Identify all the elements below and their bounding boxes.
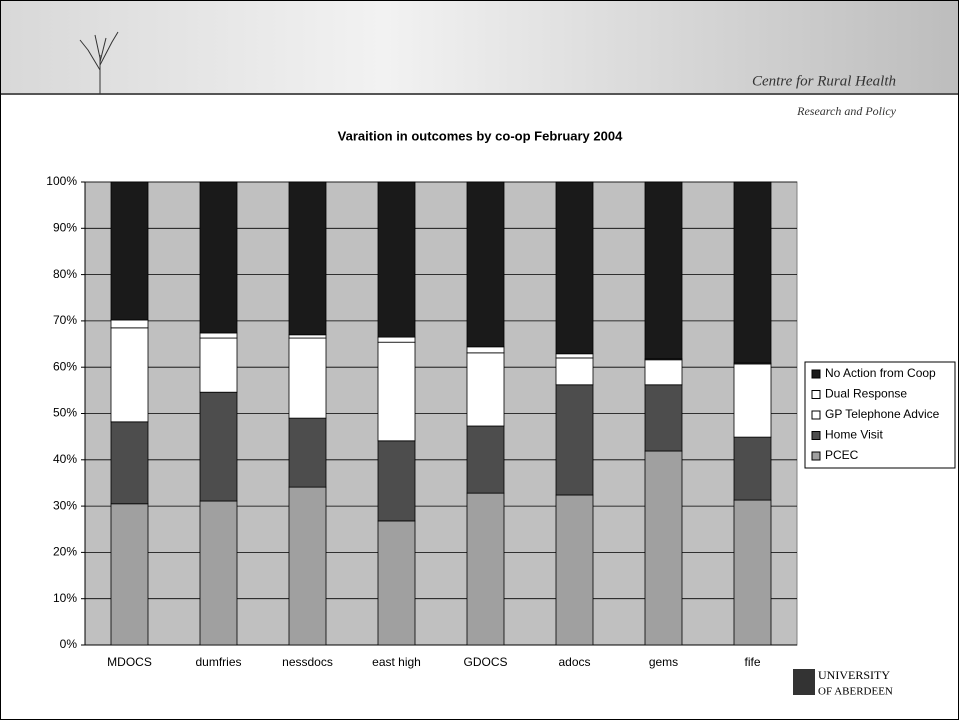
bar-segment xyxy=(466,492,505,646)
bar-segment xyxy=(555,181,594,355)
bar-segment xyxy=(644,359,683,386)
legend-swatch xyxy=(811,369,821,379)
bar-segment xyxy=(555,494,594,646)
bar-segment xyxy=(466,425,505,494)
x-tick-label: gems xyxy=(649,655,678,669)
legend-label: Dual Response xyxy=(825,387,907,401)
x-tick-label: dumfries xyxy=(195,655,241,669)
y-tick-label: 0% xyxy=(60,637,78,651)
y-tick-label: 20% xyxy=(53,545,77,559)
bar-segment xyxy=(110,421,149,505)
bar-segment xyxy=(644,181,683,360)
y-tick-label: 40% xyxy=(53,452,77,466)
x-tick-label: GDOCS xyxy=(463,655,507,669)
y-tick-label: 70% xyxy=(53,313,77,327)
x-tick-label: adocs xyxy=(558,655,590,669)
chart-title: Varaition in outcomes by co-op February … xyxy=(338,128,623,143)
bar-segment xyxy=(377,181,416,338)
bar-segment xyxy=(110,503,149,646)
bar-segment xyxy=(733,499,772,646)
centre-sub: Research and Policy xyxy=(796,104,897,118)
university-text: OF ABERDEEN xyxy=(818,686,893,698)
bar-segment xyxy=(199,500,238,646)
bar-segment xyxy=(377,336,416,343)
y-tick-label: 60% xyxy=(53,359,77,373)
bar-segment xyxy=(288,337,327,419)
x-tick-label: east high xyxy=(372,655,421,669)
bar-segment xyxy=(199,332,238,339)
legend-swatch xyxy=(811,410,821,420)
y-tick-label: 10% xyxy=(53,591,77,605)
university-text: UNIVERSITY xyxy=(818,668,890,682)
x-tick-label: nessdocs xyxy=(282,655,333,669)
legend-swatch xyxy=(811,431,821,440)
x-tick-label: MDOCS xyxy=(107,655,152,669)
y-tick-label: 50% xyxy=(53,406,77,420)
legend-swatch xyxy=(811,390,821,399)
legend-box xyxy=(804,361,956,469)
legend-label: GP Telephone Advice xyxy=(825,407,940,421)
bar-segment xyxy=(288,181,327,336)
centre-name: Centre for Rural Health xyxy=(752,73,896,89)
bar-segment xyxy=(110,327,149,423)
y-tick-label: 90% xyxy=(53,220,77,234)
legend-label: Home Visit xyxy=(825,428,883,442)
y-tick-label: 100% xyxy=(46,174,77,188)
bar-segment xyxy=(466,346,505,354)
bar-segment xyxy=(466,352,505,427)
bar-segment xyxy=(199,391,238,502)
bar-segment xyxy=(555,384,594,496)
bar-segment xyxy=(288,486,327,646)
y-tick-label: 30% xyxy=(53,498,77,512)
bar-segment xyxy=(199,337,238,393)
bar-segment xyxy=(288,417,327,488)
y-tick-label: 80% xyxy=(53,267,77,281)
bar-segment xyxy=(199,181,238,334)
crest xyxy=(793,669,815,695)
legend-label: No Action from Coop xyxy=(825,366,936,380)
tree-icon xyxy=(79,31,119,94)
bar-segment xyxy=(466,181,505,348)
legend-label: PCEC xyxy=(825,448,859,462)
bar-segment xyxy=(644,450,683,646)
x-tick-label: fife xyxy=(744,655,760,669)
university-logo: UNIVERSITY OF ABERDEEN xyxy=(793,668,893,698)
bar-segment xyxy=(377,440,416,522)
bar-segment xyxy=(733,436,772,501)
bar-segment xyxy=(555,353,594,359)
bar-segment xyxy=(733,363,772,438)
bar-segment xyxy=(288,334,327,339)
bar-segment xyxy=(644,384,683,452)
bar-segment xyxy=(555,357,594,386)
bar-segment xyxy=(733,181,772,364)
banner xyxy=(1,1,958,94)
bar-segment xyxy=(377,520,416,646)
bar-segment xyxy=(110,181,149,321)
bar-segment xyxy=(377,341,416,442)
bar-segment xyxy=(110,319,149,329)
legend-swatch xyxy=(811,451,821,461)
